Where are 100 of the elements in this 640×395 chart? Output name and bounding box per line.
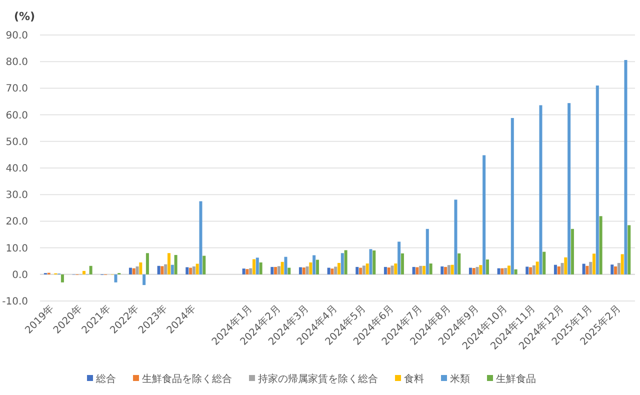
- bar: [570, 228, 574, 274]
- bar: [592, 254, 596, 274]
- bar: [202, 256, 206, 274]
- bar: [416, 267, 419, 274]
- bar: [596, 86, 599, 274]
- bar: [468, 268, 472, 274]
- bar: [479, 265, 482, 274]
- bar: [624, 60, 628, 274]
- legend-label: 持家の帰属家賃を除く総合: [258, 373, 378, 385]
- bar: [192, 266, 196, 274]
- y-tick-label: 70.0: [6, 84, 28, 95]
- bar: [309, 262, 312, 274]
- bar: [560, 262, 564, 274]
- bar: [274, 266, 278, 274]
- bar: [500, 268, 504, 274]
- y-tick-label: 40.0: [6, 164, 28, 174]
- bar: [359, 268, 362, 274]
- bar: [568, 103, 571, 274]
- y-tick-label: 60.0: [6, 110, 28, 122]
- bar: [174, 254, 178, 274]
- bar: [542, 252, 546, 274]
- bar: [472, 268, 476, 274]
- bar: [447, 265, 450, 274]
- bar: [526, 266, 529, 274]
- bar: [306, 266, 309, 274]
- bar: [586, 266, 589, 274]
- bar: [142, 274, 146, 286]
- y-tick-label: 80.0: [6, 57, 28, 68]
- bar: [312, 255, 316, 274]
- bar: [426, 228, 429, 274]
- bar: [330, 268, 334, 274]
- bar: [444, 266, 448, 274]
- legend-label: 総合: [95, 373, 116, 385]
- bar: [164, 264, 168, 274]
- bar: [400, 253, 404, 274]
- bar: [532, 265, 536, 274]
- bar: [277, 266, 280, 274]
- bar: [529, 267, 532, 274]
- bar: [617, 262, 620, 274]
- bar: [486, 260, 489, 274]
- bar: [419, 266, 422, 274]
- y-tick-label: 50.0: [6, 136, 28, 148]
- bar: [497, 268, 500, 274]
- bar: [249, 268, 252, 274]
- bar: [557, 266, 560, 274]
- y-tick-label: -10.0: [2, 296, 28, 308]
- bar: [422, 266, 426, 274]
- bar: [136, 266, 139, 274]
- bar: [372, 250, 376, 274]
- bar: [160, 266, 164, 274]
- bar: [334, 266, 338, 274]
- bar: [398, 242, 401, 274]
- bar: [450, 264, 454, 274]
- bar: [139, 262, 142, 274]
- bar: [284, 256, 288, 274]
- bar: [128, 268, 132, 274]
- bar: [620, 254, 624, 274]
- bar: [242, 268, 246, 274]
- bar: [89, 266, 92, 274]
- bar: [614, 266, 618, 274]
- bar: [628, 225, 631, 274]
- bar: [482, 155, 486, 274]
- bar: [168, 253, 170, 274]
- bar: [510, 118, 514, 274]
- bar: [476, 266, 479, 274]
- bar: [554, 264, 557, 274]
- bar: [412, 266, 416, 274]
- bar: [114, 274, 118, 282]
- bar: [366, 263, 369, 274]
- bar: [60, 274, 64, 282]
- bar: [599, 216, 602, 274]
- bar: [340, 253, 344, 274]
- legend-label: 米類: [450, 373, 470, 385]
- bar: [440, 266, 444, 274]
- bar: [454, 200, 458, 274]
- bar: [536, 262, 539, 274]
- bar: [514, 269, 518, 274]
- bar: [356, 266, 359, 274]
- y-tick-label: 20.0: [6, 216, 28, 228]
- bar: [384, 266, 387, 274]
- legend-label: 生鮮食品: [496, 373, 536, 385]
- bar: [504, 268, 508, 274]
- bar: [316, 260, 319, 274]
- bar: [270, 266, 274, 274]
- bar: [458, 253, 461, 274]
- bar: [429, 263, 432, 274]
- y-tick-label: 30.0: [6, 190, 28, 202]
- bar: [508, 266, 510, 274]
- bar: [298, 267, 302, 274]
- bar: [369, 249, 372, 274]
- bar: [338, 262, 340, 274]
- y-tick-label: 90.0: [6, 30, 28, 42]
- bar: [82, 270, 86, 274]
- bar: [387, 267, 390, 274]
- bar: [246, 269, 249, 274]
- bar: [539, 105, 542, 274]
- bar: [280, 262, 284, 274]
- bar: [394, 263, 398, 274]
- bar: [196, 264, 199, 274]
- bar: [390, 266, 394, 274]
